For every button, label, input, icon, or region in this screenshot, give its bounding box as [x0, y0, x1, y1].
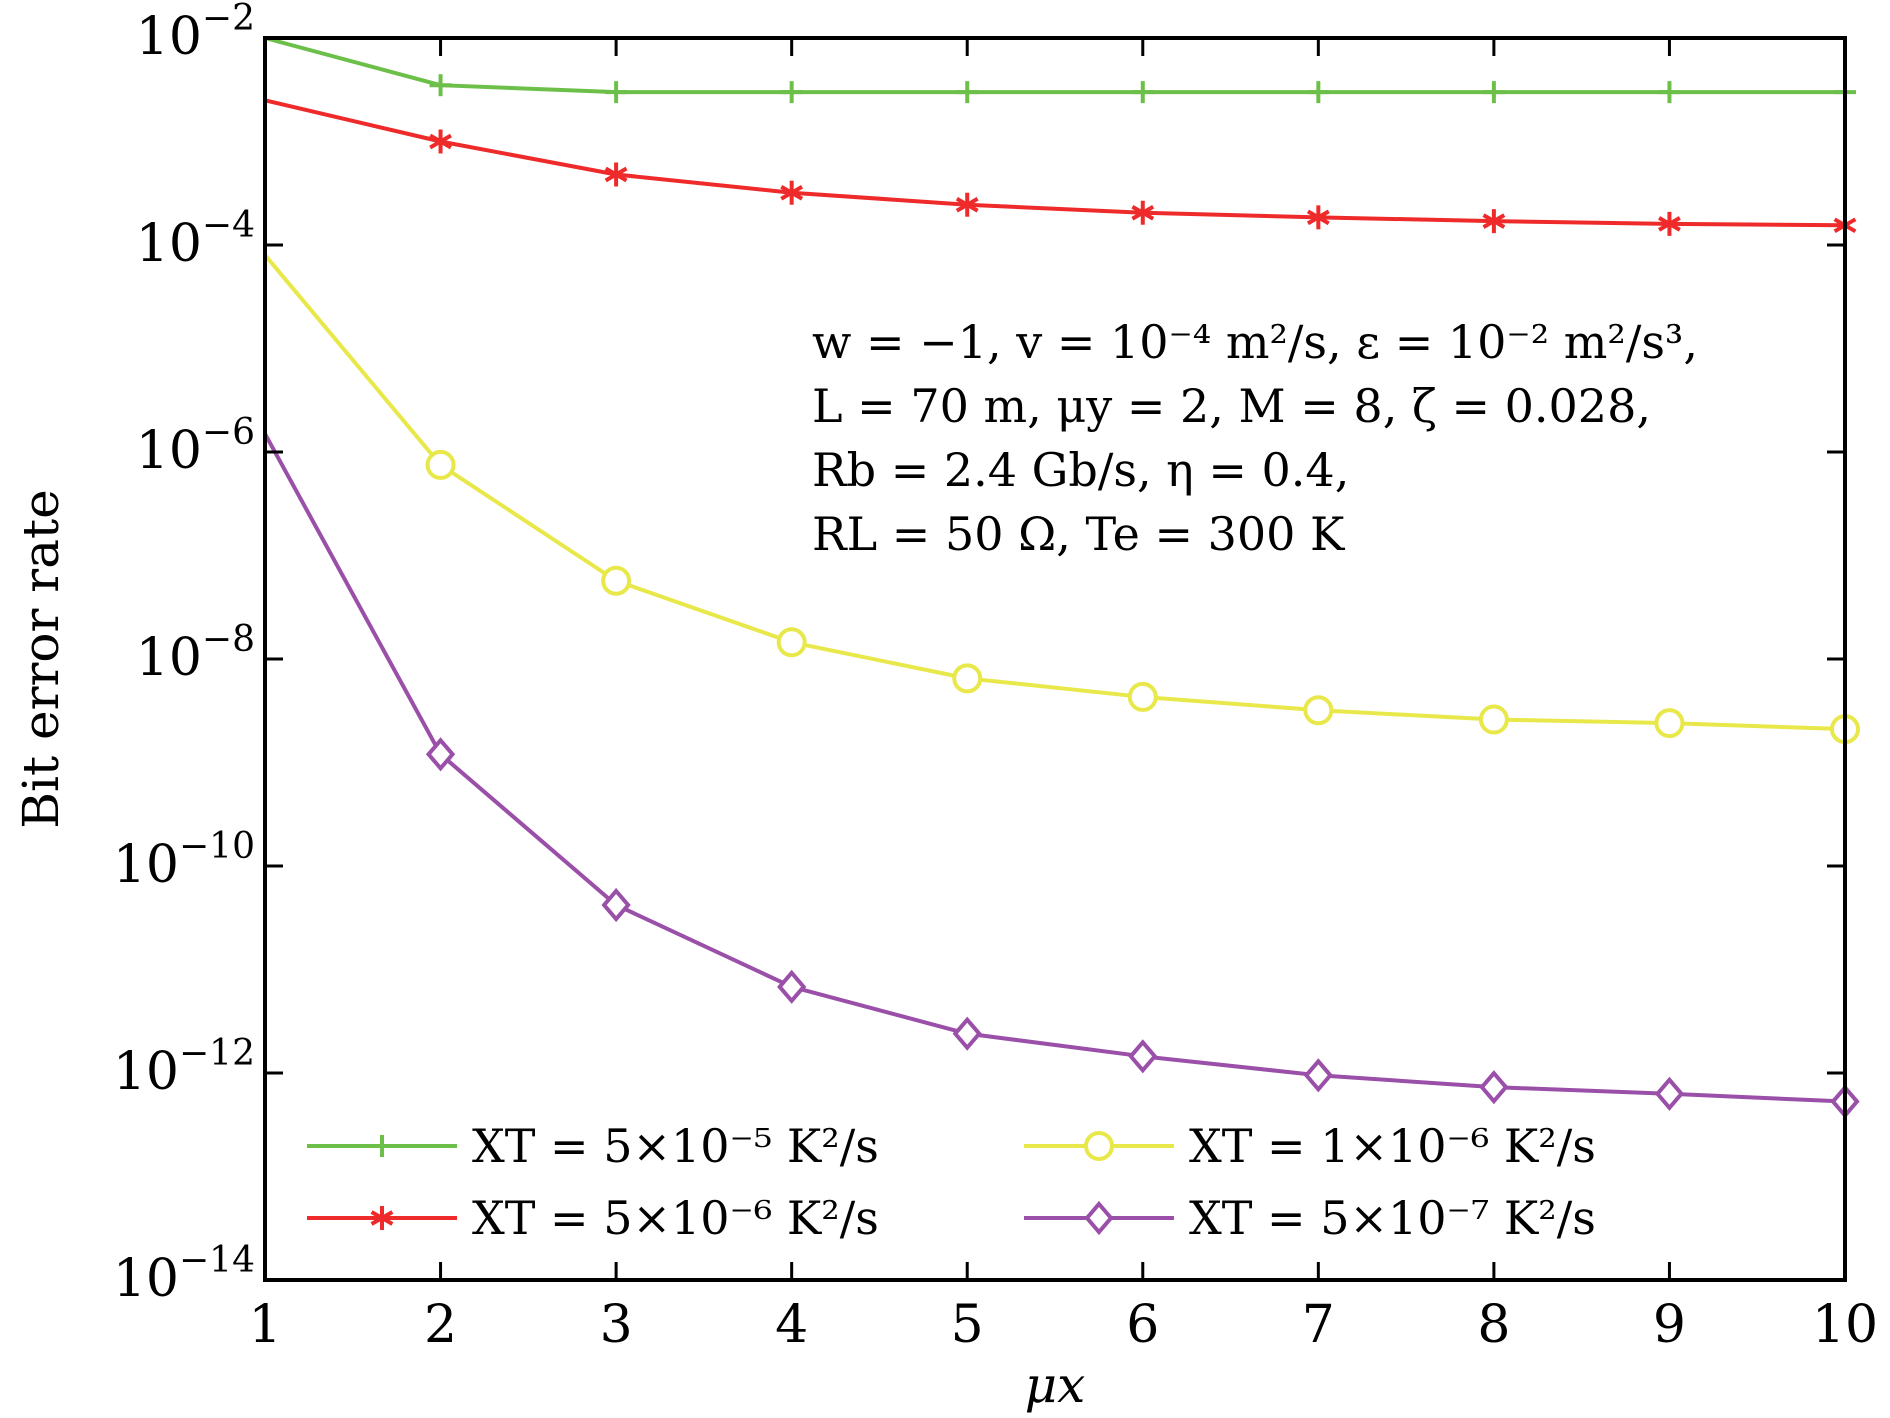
data-point — [952, 663, 983, 694]
data-point — [601, 887, 631, 923]
annotation-line: Rb = 2.4 Gb/s, η = 0.4, — [812, 443, 1349, 497]
legend-entry: XT = 5×10⁻⁷ K²/s — [1024, 1191, 1596, 1245]
y-tick-label: 10−10 — [113, 826, 255, 895]
data-point — [429, 129, 452, 154]
legend-entry: XT = 5×10⁻⁵ K²/s — [307, 1119, 879, 1173]
x-tick-label: 10 — [1812, 1295, 1878, 1355]
legend-marker — [1084, 1131, 1114, 1161]
y-tick-label: 10−4 — [136, 205, 255, 274]
asterisk-stroke — [604, 166, 628, 183]
data-point — [601, 565, 632, 596]
legend-label: XT = 5×10⁻⁵ K²/s — [472, 1119, 879, 1173]
asterisk-stroke — [780, 184, 804, 201]
data-point — [952, 1016, 982, 1051]
series-layer — [263, 36, 1860, 1119]
data-point — [425, 737, 456, 772]
legend-label: XT = 5×10⁻⁷ K²/s — [1189, 1191, 1596, 1245]
asterisk-stroke — [1482, 213, 1506, 229]
x-tick-label: 7 — [1302, 1295, 1335, 1355]
series-line — [264, 98, 1846, 228]
series-plus — [264, 36, 1856, 104]
annotation-line: w = −1, v = 10⁻⁴ m²/s, ε = 10⁻² m²/s³, — [812, 315, 1698, 369]
data-point — [955, 192, 979, 217]
data-point — [1478, 704, 1509, 735]
annotation-line: L = 70 m, μy = 2, M = 8, ζ = 0.028, — [812, 379, 1651, 433]
data-point — [1654, 1076, 1685, 1111]
series-line — [264, 36, 1845, 95]
x-tick-label: 3 — [600, 1295, 633, 1355]
legend-entry: XT = 5×10⁻⁶ K²/s — [307, 1191, 879, 1245]
asterisk-stroke — [1131, 205, 1155, 221]
parameter-annotation: w = −1, v = 10⁻⁴ m²/s, ε = 10⁻² m²/s³, L … — [812, 315, 1698, 561]
data-point — [1131, 200, 1155, 225]
series-diamond — [263, 432, 1860, 1119]
x-tick-label: 2 — [424, 1295, 457, 1355]
legend-label: XT = 1×10⁻⁶ K²/s — [1189, 1119, 1596, 1173]
asterisk-stroke — [370, 1210, 394, 1226]
y-tick-label: 10−8 — [136, 619, 255, 688]
x-tick-label: 5 — [951, 1295, 984, 1355]
data-point — [1303, 1058, 1333, 1093]
x-axis-label: μx — [1025, 1356, 1086, 1414]
data-point — [1303, 695, 1334, 726]
legend-marker — [1084, 1200, 1114, 1236]
data-point — [1306, 205, 1330, 230]
asterisk-stroke — [429, 133, 452, 150]
annotation-line: RL = 50 Ω, Te = 300 K — [812, 507, 1346, 561]
data-point — [1128, 1039, 1158, 1074]
data-point — [1479, 1070, 1509, 1105]
legend-label: XT = 5×10⁻⁶ K²/s — [472, 1191, 879, 1245]
data-point — [1127, 681, 1158, 712]
legend-marker — [370, 1206, 394, 1230]
x-tick-label: 4 — [775, 1295, 808, 1355]
data-point — [777, 969, 807, 1004]
y-axis-label: Bit error rate — [12, 489, 70, 828]
x-tick-label: 9 — [1653, 1295, 1686, 1355]
series-line — [263, 253, 1846, 732]
legend-entry: XT = 1×10⁻⁶ K²/s — [1024, 1119, 1596, 1173]
x-tick-label: 6 — [1126, 1295, 1159, 1355]
legend: XT = 5×10⁻⁵ K²/s XT = 5×10⁻⁶ K²/s XT = 1×1… — [307, 1119, 1596, 1245]
y-tick-label: 10−14 — [113, 1240, 255, 1309]
data-point — [780, 180, 804, 205]
data-point — [776, 627, 807, 658]
y-tick-label: 10−12 — [113, 1033, 255, 1102]
data-point — [604, 162, 628, 187]
series-asterisk — [264, 98, 1857, 238]
data-point — [1658, 211, 1681, 236]
x-tick-label: 1 — [248, 1295, 281, 1355]
y-tick-label: 10−2 — [136, 0, 255, 67]
y-tick-label: 10−6 — [136, 412, 255, 481]
data-point — [1482, 209, 1506, 234]
asterisk-stroke — [955, 196, 979, 213]
axes-layer: 1 2 3 4 5 6 7 8 9 10 10−2 10−4 10−6 10−8 10−10 10−12 10−… — [12, 0, 1878, 1414]
data-point — [425, 449, 456, 480]
data-point — [1654, 708, 1685, 739]
series-line — [263, 432, 1846, 1104]
x-tick-label: 8 — [1477, 1295, 1510, 1355]
asterisk-stroke — [1658, 216, 1681, 232]
asterisk-stroke — [1306, 209, 1330, 226]
